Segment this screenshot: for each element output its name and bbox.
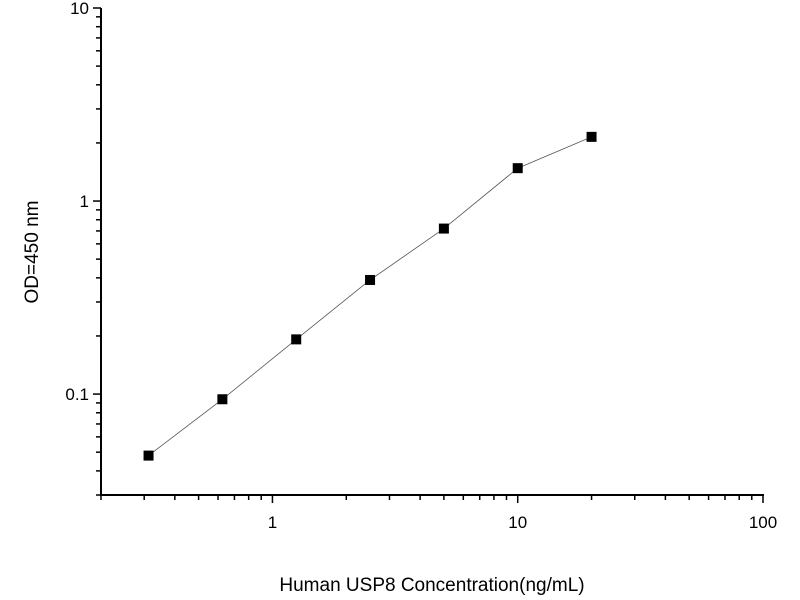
data-point: [586, 131, 597, 142]
y-tick-label: 10: [70, 0, 89, 18]
x-axis-label: Human USP8 Concentration(ng/mL): [279, 575, 584, 596]
data-point: [217, 394, 228, 405]
ticks: 1 10 100 0.1 1 10: [65, 0, 777, 532]
x-tick-label: 10: [508, 513, 527, 532]
axes: [100, 8, 764, 496]
data-point: [438, 223, 449, 234]
series-line: [148, 136, 592, 456]
data-points: [143, 131, 597, 461]
data-point: [291, 334, 302, 345]
y-tick-label: 1: [80, 192, 89, 211]
y-tick-label: 0.1: [65, 385, 89, 404]
data-point: [365, 274, 376, 285]
data-point: [512, 163, 523, 174]
data-point: [143, 450, 154, 461]
y-axis-label: OD=450 nm: [22, 201, 43, 304]
x-tick-label: 100: [749, 513, 777, 532]
x-tick-label: 1: [268, 513, 277, 532]
